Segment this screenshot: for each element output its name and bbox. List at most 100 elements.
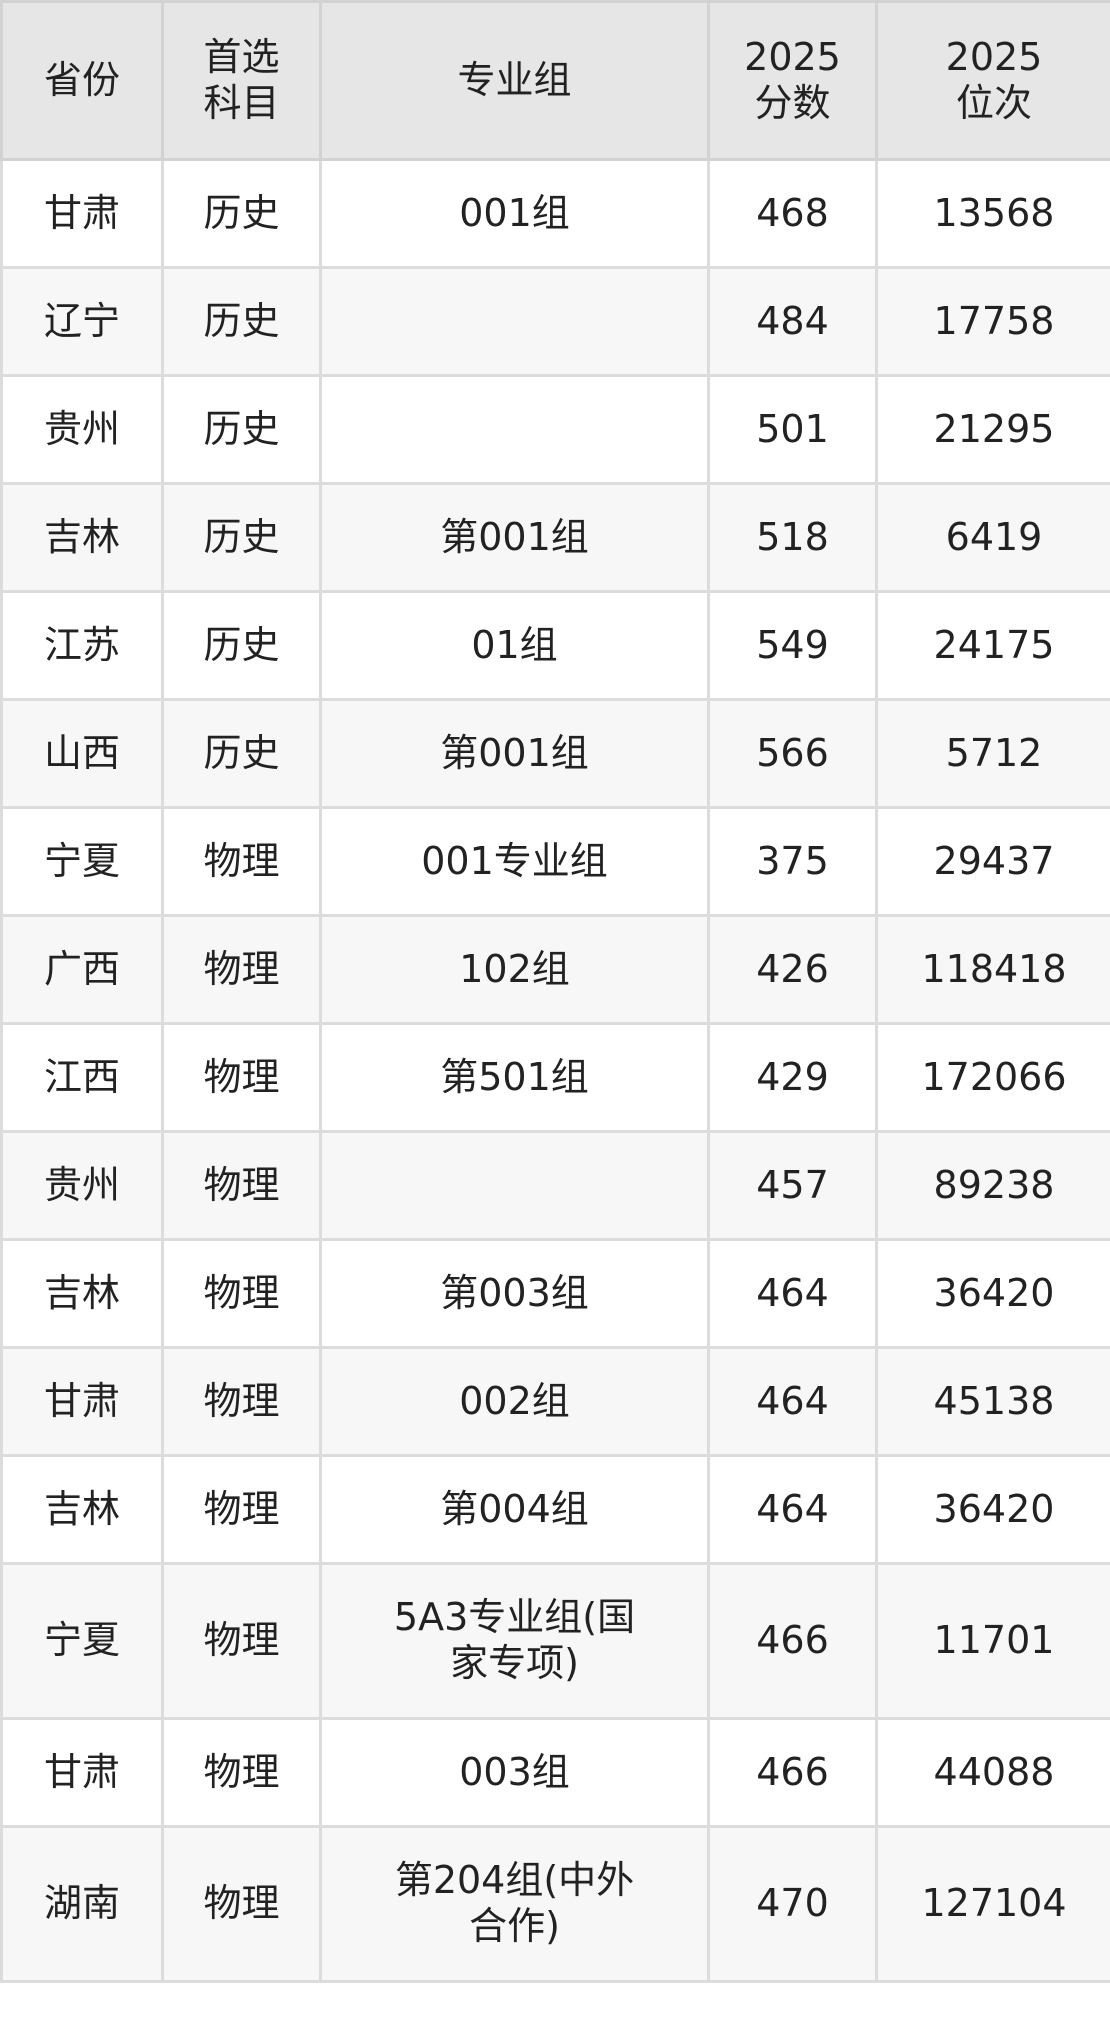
cell-group: 第003组 xyxy=(319,1238,710,1349)
cell-score: 464 xyxy=(707,1346,878,1457)
table-row: 宁夏 物理 001专业组 375 29437 xyxy=(0,806,1110,917)
cell-score: 468 xyxy=(707,158,878,269)
cell-score: 375 xyxy=(707,806,878,917)
header-rank: 2025 位次 xyxy=(875,0,1110,161)
table-row: 辽宁 历史 484 17758 xyxy=(0,266,1110,377)
cell-rank: 21295 xyxy=(875,374,1110,485)
cell-rank: 36420 xyxy=(875,1454,1110,1565)
cell-rank: 5712 xyxy=(875,698,1110,809)
cell-score: 566 xyxy=(707,698,878,809)
cell-group xyxy=(319,266,710,377)
cell-rank: 24175 xyxy=(875,590,1110,701)
cell-subject: 物理 xyxy=(161,1130,322,1241)
cell-subject: 物理 xyxy=(161,806,322,917)
cell-score: 501 xyxy=(707,374,878,485)
cell-subject: 历史 xyxy=(161,698,322,809)
cell-rank: 172066 xyxy=(875,1022,1110,1133)
cell-rank: 45138 xyxy=(875,1346,1110,1457)
cell-subject: 历史 xyxy=(161,374,322,485)
cell-subject: 物理 xyxy=(161,1238,322,1349)
cell-province: 江苏 xyxy=(0,590,164,701)
cell-rank: 127104 xyxy=(875,1825,1110,1983)
cell-subject: 物理 xyxy=(161,1022,322,1133)
cell-group: 001专业组 xyxy=(319,806,710,917)
table-row: 广西 物理 102组 426 118418 xyxy=(0,914,1110,1025)
cell-province: 吉林 xyxy=(0,482,164,593)
table-row: 甘肃 物理 003组 466 44088 xyxy=(0,1717,1110,1828)
cell-group xyxy=(319,374,710,485)
cell-score: 484 xyxy=(707,266,878,377)
cell-score: 464 xyxy=(707,1238,878,1349)
cell-rank: 17758 xyxy=(875,266,1110,377)
cell-province: 甘肃 xyxy=(0,1717,164,1828)
cell-rank: 13568 xyxy=(875,158,1110,269)
cell-province: 甘肃 xyxy=(0,1346,164,1457)
cell-score: 466 xyxy=(707,1562,878,1720)
cell-subject: 历史 xyxy=(161,266,322,377)
cell-group: 003组 xyxy=(319,1717,710,1828)
cell-rank: 29437 xyxy=(875,806,1110,917)
cell-group: 01组 xyxy=(319,590,710,701)
cell-score: 518 xyxy=(707,482,878,593)
cell-subject: 历史 xyxy=(161,158,322,269)
table-row: 江苏 历史 01组 549 24175 xyxy=(0,590,1110,701)
cell-province: 辽宁 xyxy=(0,266,164,377)
table-row: 甘肃 历史 001组 468 13568 xyxy=(0,158,1110,269)
cell-score: 464 xyxy=(707,1454,878,1565)
table-row: 甘肃 物理 002组 464 45138 xyxy=(0,1346,1110,1457)
cell-group: 002组 xyxy=(319,1346,710,1457)
cell-province: 宁夏 xyxy=(0,806,164,917)
cell-subject: 历史 xyxy=(161,590,322,701)
table-row: 吉林 历史 第001组 518 6419 xyxy=(0,482,1110,593)
cell-rank: 118418 xyxy=(875,914,1110,1025)
header-row: 省份 首选 科目 专业组 2025 分数 2025 位次 xyxy=(0,0,1110,161)
table-row: 湖南 物理 第204组(中外合作) 470 127104 xyxy=(0,1825,1110,1983)
cell-score: 470 xyxy=(707,1825,878,1983)
table-row: 宁夏 物理 5A3专业组(国家专项) 466 11701 xyxy=(0,1562,1110,1720)
cell-subject: 物理 xyxy=(161,1562,322,1720)
cell-province: 吉林 xyxy=(0,1454,164,1565)
cell-subject: 物理 xyxy=(161,1346,322,1457)
cell-subject: 物理 xyxy=(161,914,322,1025)
header-score: 2025 分数 xyxy=(707,0,878,161)
cell-score: 429 xyxy=(707,1022,878,1133)
cell-rank: 6419 xyxy=(875,482,1110,593)
cell-province: 贵州 xyxy=(0,1130,164,1241)
cell-subject: 物理 xyxy=(161,1454,322,1565)
cell-group: 第001组 xyxy=(319,482,710,593)
cell-rank: 89238 xyxy=(875,1130,1110,1241)
cell-subject: 历史 xyxy=(161,482,322,593)
header-group: 专业组 xyxy=(319,0,710,161)
cell-province: 广西 xyxy=(0,914,164,1025)
cell-group: 102组 xyxy=(319,914,710,1025)
cell-group: 001组 xyxy=(319,158,710,269)
table-row: 江西 物理 第501组 429 172066 xyxy=(0,1022,1110,1133)
cell-subject: 物理 xyxy=(161,1825,322,1983)
cell-province: 宁夏 xyxy=(0,1562,164,1720)
cell-province: 甘肃 xyxy=(0,158,164,269)
cell-group: 第204组(中外合作) xyxy=(319,1825,710,1983)
cell-score: 426 xyxy=(707,914,878,1025)
cell-rank: 36420 xyxy=(875,1238,1110,1349)
table-row: 贵州 物理 457 89238 xyxy=(0,1130,1110,1241)
cell-province: 江西 xyxy=(0,1022,164,1133)
table-row: 吉林 物理 第004组 464 36420 xyxy=(0,1454,1110,1565)
cell-rank: 11701 xyxy=(875,1562,1110,1720)
header-subject: 首选 科目 xyxy=(161,0,322,161)
cell-score: 466 xyxy=(707,1717,878,1828)
cell-rank: 44088 xyxy=(875,1717,1110,1828)
table-row: 贵州 历史 501 21295 xyxy=(0,374,1110,485)
cell-province: 贵州 xyxy=(0,374,164,485)
cell-subject: 物理 xyxy=(161,1717,322,1828)
cell-group xyxy=(319,1130,710,1241)
table-row: 山西 历史 第001组 566 5712 xyxy=(0,698,1110,809)
header-province: 省份 xyxy=(0,0,164,161)
cell-group: 第501组 xyxy=(319,1022,710,1133)
score-table: 省份 首选 科目 专业组 2025 分数 2025 位次 甘肃 历史 001组 468 1356… xyxy=(0,0,1110,1983)
cell-score: 549 xyxy=(707,590,878,701)
cell-province: 山西 xyxy=(0,698,164,809)
table-row: 吉林 物理 第003组 464 36420 xyxy=(0,1238,1110,1349)
cell-group: 5A3专业组(国家专项) xyxy=(319,1562,710,1720)
cell-group: 第004组 xyxy=(319,1454,710,1565)
cell-province: 湖南 xyxy=(0,1825,164,1983)
